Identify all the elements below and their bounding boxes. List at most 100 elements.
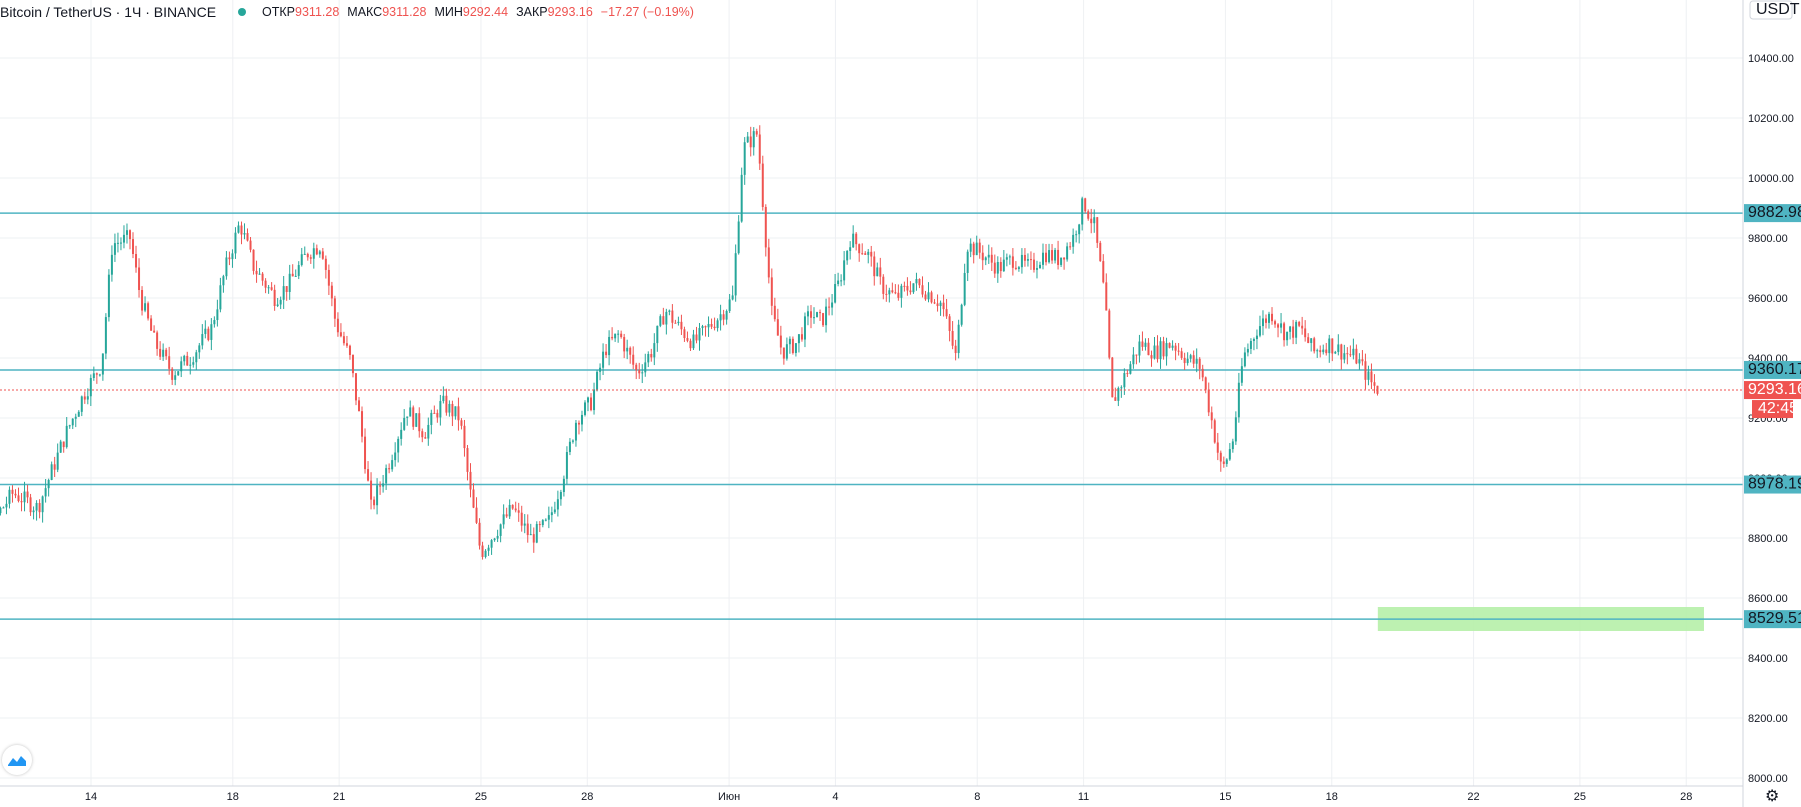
candle-body (776, 319, 779, 336)
candle-body (5, 503, 8, 508)
candle-body (632, 354, 635, 365)
time-tick-label: 8 (974, 791, 980, 803)
horizontal-levels[interactable] (0, 212, 1743, 620)
candle-body (816, 312, 819, 318)
candle-body (1255, 335, 1258, 340)
candle-body (671, 310, 674, 323)
candle-body (1138, 341, 1141, 356)
candle-body (436, 412, 439, 418)
candle-body (990, 254, 993, 263)
candle-body (981, 252, 984, 261)
candle-body (791, 338, 794, 353)
candle-body (623, 337, 626, 352)
candle-body (1322, 349, 1325, 353)
price-tick-label: 8600.00 (1748, 593, 1788, 605)
candle-body (1228, 449, 1231, 460)
candle-body (933, 302, 936, 304)
candle-body (918, 279, 921, 286)
candle-body (273, 289, 276, 306)
candle-body (207, 328, 210, 340)
price-axis[interactable]: 10400.0010200.0010000.009800.009600.0094… (1748, 53, 1794, 785)
candle-body (1283, 323, 1286, 341)
low-label: МИН (434, 5, 463, 19)
candle-body (508, 504, 511, 517)
candle-body (1258, 326, 1261, 336)
candle-body (713, 326, 716, 329)
candle-body (62, 441, 65, 448)
candle-body (590, 397, 593, 411)
candle-body (1361, 359, 1364, 362)
candle-body (1075, 234, 1078, 236)
candle-body (996, 262, 999, 274)
candle-body (1204, 377, 1207, 390)
candle-body (132, 239, 135, 255)
time-tick-label: Июн (718, 791, 740, 803)
candle-body (80, 396, 83, 412)
candle-body (746, 136, 749, 143)
candle-body (550, 512, 553, 516)
candle-body (1246, 348, 1249, 353)
candle-body (788, 338, 791, 345)
candle-body (719, 314, 722, 321)
level-badge-label: 8529.51 (1748, 610, 1801, 627)
candle-body (1264, 318, 1267, 323)
tradingview-logo-icon[interactable] (2, 745, 32, 775)
time-axis[interactable]: 14 18 21 25 28 Июн 4 8 11 15 18 22 25 28 (85, 791, 1693, 803)
candle-body (364, 436, 367, 470)
candle-body (282, 286, 285, 300)
candle-body (475, 507, 478, 523)
price-tick-label: 8000.00 (1748, 773, 1788, 785)
candle-body (1014, 267, 1017, 269)
candle-body (1274, 321, 1277, 325)
candle-body (1038, 264, 1041, 269)
candle-body (376, 485, 379, 506)
candle-body (135, 254, 138, 268)
candle-body (210, 324, 213, 340)
candle-body (23, 491, 26, 503)
candle-body (20, 501, 23, 503)
candle-body (695, 334, 698, 341)
candle-body (659, 316, 662, 326)
candle-body (954, 345, 957, 354)
candle-body (276, 304, 279, 306)
candle-body (1307, 337, 1310, 343)
candle-body (53, 464, 56, 470)
candle-body (150, 318, 153, 331)
candle-body (822, 313, 825, 326)
candle-body (333, 298, 336, 319)
candle-body (427, 424, 430, 439)
candle-body (1147, 342, 1150, 356)
candle-body (520, 512, 523, 526)
symbol-title[interactable]: Bitcoin / TetherUS · 1Ч · BINANCE (0, 4, 217, 20)
candle-body (1002, 259, 1005, 272)
candle-body (635, 364, 638, 371)
candle-body (14, 493, 17, 496)
candle-body (361, 411, 364, 437)
candle-body (1261, 318, 1264, 327)
candle-body (650, 353, 653, 358)
candle-body (873, 256, 876, 277)
gear-icon[interactable]: ⚙ (1765, 788, 1780, 805)
price-tick-label: 10000.00 (1748, 173, 1794, 185)
price-tick-label: 9600.00 (1748, 293, 1788, 305)
time-tick-label: 28 (581, 791, 593, 803)
candle-body (487, 547, 490, 551)
candle-body (535, 524, 538, 543)
candle-body (351, 354, 354, 374)
candle-body (1370, 371, 1373, 383)
candle-body (749, 136, 752, 148)
candle-body (219, 285, 222, 310)
candle-body (1005, 257, 1008, 260)
time-tick-label: 4 (832, 791, 838, 803)
candle-body (47, 479, 50, 489)
candle-body (8, 489, 11, 504)
candle-body (698, 328, 701, 341)
candle-body (1316, 350, 1319, 352)
candle-body (1346, 353, 1349, 355)
candle-body (162, 349, 165, 357)
candle-body (460, 420, 463, 426)
candle-body (837, 280, 840, 285)
candle-body (858, 244, 861, 254)
candle-body (903, 285, 906, 287)
